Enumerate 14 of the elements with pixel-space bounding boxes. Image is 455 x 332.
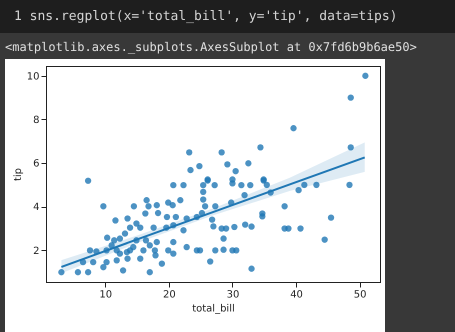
x-tick-label: 50 — [354, 290, 367, 300]
x-tick-label: 10 — [99, 290, 112, 300]
text: <matplotlib.axes._subplots.AxesSubplot at 0x7fd6b9b6ae50> — [5, 40, 417, 54]
y-axis-title: tip — [12, 168, 24, 182]
x-axis-title: total_bill — [192, 304, 235, 314]
y-tick-label: 6 — [33, 158, 40, 170]
y-tick-label: 2 — [33, 246, 40, 257]
x-tick-label: 20 — [163, 290, 176, 300]
x-tick-label: 40 — [290, 290, 303, 300]
x-tick-label: 30 — [226, 290, 240, 300]
y-tick-label: 8 — [33, 114, 40, 126]
y-tick-label: 4 — [33, 202, 40, 214]
text: 1 sns.regplot(x='total_bill', y='tip', data=tips) — [0, 0, 455, 33]
y-tick-label: 10 — [26, 71, 40, 82]
